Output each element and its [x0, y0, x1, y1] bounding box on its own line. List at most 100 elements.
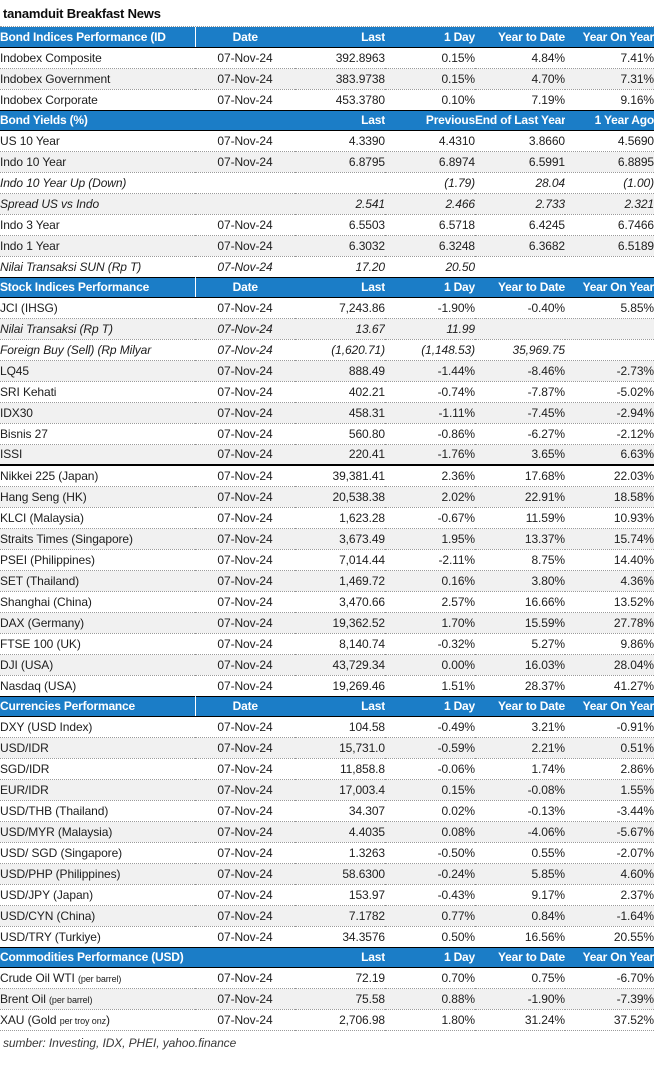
cell-value: 0.84% — [475, 905, 565, 927]
cell-value: 3.21% — [475, 716, 565, 738]
row-label-text: XAU (Gold — [0, 1012, 60, 1027]
cell-date: 07-Nov-24 — [195, 549, 295, 571]
cell-date: 07-Nov-24 — [195, 507, 295, 529]
table-row: Bisnis 27 07-Nov-24 560.80 -0.86% -6.27% -2.1… — [0, 423, 654, 445]
row-label: US 10 Year — [0, 130, 195, 152]
cell-value: 13.67 — [295, 318, 385, 340]
column-header: Date — [195, 695, 295, 717]
cell-value: 41.27% — [565, 675, 654, 697]
cell-value: 4.60% — [565, 863, 654, 885]
section-title-stock-indices: Stock Indices Performance — [0, 276, 196, 298]
cell-value: -7.45% — [475, 402, 565, 424]
table-row: SGD/IDR 07-Nov-24 11,858.8 -0.06% 1.74% 2.86% — [0, 758, 654, 780]
row-label: Indobex Government — [0, 68, 195, 90]
cell-value: 34.307 — [295, 800, 385, 822]
row-label: USD/CYN (China) — [0, 905, 195, 927]
column-header: Year to Date — [475, 27, 565, 48]
column-header: Year to Date — [475, 695, 565, 717]
cell-value: 1.95% — [385, 528, 475, 550]
column-header: Previous — [385, 109, 475, 131]
row-label: Indo 3 Year — [0, 214, 195, 236]
cell-value: -1.76% — [385, 444, 475, 466]
cell-date: 07-Nov-24 — [195, 360, 295, 382]
cell-value: 1.80% — [385, 1009, 475, 1031]
row-label: Bisnis 27 — [0, 423, 195, 445]
cell-value: 383.9738 — [295, 68, 385, 90]
column-header: 1 Day — [385, 276, 475, 298]
row-label: Indo 10 Year — [0, 151, 195, 173]
row-label: Hang Seng (HK) — [0, 486, 195, 508]
row-label: Nilai Transaksi (Rp T) — [0, 318, 195, 340]
cell-value: 75.58 — [295, 988, 385, 1010]
cell-value: 1.55% — [565, 779, 654, 801]
cell-value: -0.49% — [385, 716, 475, 738]
cell-value: 0.15% — [385, 68, 475, 90]
cell-value: 0.88% — [385, 988, 475, 1010]
cell-value: -2.07% — [565, 842, 654, 864]
cell-value: 72.19 — [295, 967, 385, 989]
cell-value: 2.37% — [565, 884, 654, 906]
column-header: Year On Year — [565, 276, 654, 298]
cell-value: 14.40% — [565, 549, 654, 571]
cell-value: 19,362.52 — [295, 612, 385, 634]
cell-value: 7.19% — [475, 89, 565, 111]
row-label-text: Crude Oil WTI — [0, 970, 78, 985]
cell-date: 07-Nov-24 — [195, 905, 295, 927]
cell-value: 16.66% — [475, 591, 565, 613]
cell-value: 2.36% — [385, 465, 475, 487]
cell-value: 28.04% — [565, 654, 654, 676]
cell-date: 07-Nov-24 — [195, 151, 295, 173]
cell-value: 2.57% — [385, 591, 475, 613]
cell-date: 07-Nov-24 — [195, 214, 295, 236]
cell-date: 07-Nov-24 — [195, 926, 295, 948]
cell-date: 07-Nov-24 — [195, 863, 295, 885]
cell-date: 07-Nov-24 — [195, 235, 295, 257]
cell-value: 9.86% — [565, 633, 654, 655]
row-label: USD/THB (Thailand) — [0, 800, 195, 822]
cell-value: 4.4310 — [385, 130, 475, 152]
row-label: USD/JPY (Japan) — [0, 884, 195, 906]
cell-value: 6.5718 — [385, 214, 475, 236]
row-label: Straits Times (Singapore) — [0, 528, 195, 550]
cell-date: 07-Nov-24 — [195, 339, 295, 361]
cell-date: 07-Nov-24 — [195, 570, 295, 592]
cell-value: -6.70% — [565, 967, 654, 989]
market-data-table: Bond Indices Performance (ID Date Last 1 Da… — [0, 27, 654, 1031]
cell-value: 31.24% — [475, 1009, 565, 1031]
row-label: Indobex Composite — [0, 47, 195, 69]
table-row: XAU (Gold per troy onz) 07-Nov-24 2,706.98… — [0, 1009, 654, 1031]
cell-value: -0.67% — [385, 507, 475, 529]
cell-value: 392.8963 — [295, 47, 385, 69]
table-row: Indobex Corporate 07-Nov-24 453.3780 0.10% 7… — [0, 89, 654, 111]
cell-value: 0.51% — [565, 737, 654, 759]
cell-value: 0.15% — [385, 779, 475, 801]
cell-date: 07-Nov-24 — [195, 800, 295, 822]
row-label: USD/PHP (Philippines) — [0, 863, 195, 885]
cell-value: 458.31 — [295, 402, 385, 424]
column-header: 1 Year Ago — [565, 109, 654, 131]
cell-value: -7.87% — [475, 381, 565, 403]
cell-value: 9.16% — [565, 89, 654, 111]
cell-value: -3.44% — [565, 800, 654, 822]
cell-value: -0.86% — [385, 423, 475, 445]
cell-value: 16.56% — [475, 926, 565, 948]
section-header-row-commodities: Commodities Performance (USD) Last 1 Day Ye… — [0, 946, 654, 968]
cell-date: 07-Nov-24 — [195, 1009, 295, 1031]
row-label: Indo 1 Year — [0, 235, 195, 257]
cell-value: -6.27% — [475, 423, 565, 445]
cell-value: -0.74% — [385, 381, 475, 403]
cell-value: 4.84% — [475, 47, 565, 69]
cell-value: 17,003.4 — [295, 779, 385, 801]
cell-value: 2.733 — [475, 193, 565, 215]
row-label: IDX30 — [0, 402, 195, 424]
row-label: USD/TRY (Turkiye) — [0, 926, 195, 948]
row-label: USD/IDR — [0, 737, 195, 759]
cell-value: 1,623.28 — [295, 507, 385, 529]
cell-date: 07-Nov-24 — [195, 758, 295, 780]
cell-date: 07-Nov-24 — [195, 675, 295, 697]
cell-value: 220.41 — [295, 444, 385, 466]
row-label: Spread US vs Indo — [0, 193, 195, 215]
cell-value: 5.85% — [475, 863, 565, 885]
cell-value: 39,381.41 — [295, 465, 385, 487]
cell-value: 6.4245 — [475, 214, 565, 236]
